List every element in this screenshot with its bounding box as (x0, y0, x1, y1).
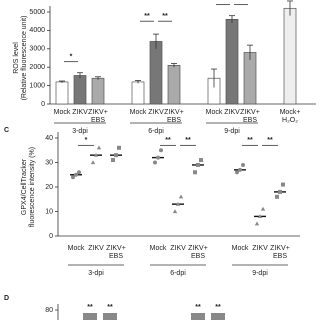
y-axis-title: (Relative fluorescence unit) (21, 16, 28, 101)
x-tick-label: Mock (54, 109, 71, 116)
point (93, 152, 99, 157)
bar-top (83, 313, 97, 320)
point (238, 167, 242, 172)
point (199, 158, 203, 163)
significance: ** (247, 137, 253, 144)
bar (73, 75, 87, 105)
y-tick-label: 5000 (29, 9, 45, 16)
significance: ** (107, 304, 113, 311)
point (175, 201, 181, 206)
y-axis-title: ROS level (13, 42, 20, 74)
bar (149, 41, 163, 105)
group-label: 6-dpi (148, 128, 164, 135)
y-axis-title: GPX4/CellTracker (21, 158, 28, 215)
bar (283, 7, 297, 105)
y-tick-label: 0 (49, 233, 53, 240)
point (257, 214, 263, 218)
x-tick-label: ZIKV+ EBS (164, 109, 184, 124)
significance: * (70, 54, 73, 61)
bar (243, 52, 257, 105)
point (111, 158, 115, 163)
point (193, 170, 197, 175)
point (172, 209, 178, 214)
group-label: 9-dpi (224, 128, 240, 135)
x-tick-label: ZIKV (88, 245, 104, 252)
point (178, 194, 184, 199)
x-tick-label: Mock (130, 109, 147, 116)
y-tick-label: 2000 (29, 64, 45, 71)
point (71, 175, 75, 180)
x-tick-label: ZIKV (252, 245, 268, 252)
significance: ** (87, 304, 93, 311)
x-tick-label: ZIKV (72, 109, 88, 116)
bar-top (103, 313, 117, 320)
y-tick-label: 10 (45, 208, 53, 215)
y-tick-label: 40 (45, 135, 53, 142)
y-axis-title: fluorescence intensity (%) (29, 147, 36, 227)
point (275, 194, 279, 199)
significance: ** (162, 13, 168, 20)
x-tick-label: ZIKV+ EBS (188, 245, 208, 260)
y-tick-label: 0 (41, 101, 45, 108)
x-tick-label: ZIKV (148, 109, 164, 116)
panel-label: C (4, 127, 9, 134)
y-tick-label: 1000 (29, 82, 45, 89)
x-tick-label: ZIKV (170, 245, 186, 252)
significance: ** (238, 0, 244, 3)
x-tick-label: Mock (232, 245, 249, 252)
point (241, 162, 245, 167)
significance: ** (144, 13, 150, 20)
point (156, 155, 160, 160)
significance: ** (165, 137, 171, 144)
group-label: 3-dpi (88, 270, 104, 277)
bar (55, 81, 69, 105)
x-tick-label: ZIKV (224, 109, 240, 116)
significance: ** (215, 304, 221, 311)
y-tick-label: 20 (45, 184, 53, 191)
point (281, 182, 285, 187)
significance: ** (195, 304, 201, 311)
panel-label: D (4, 295, 9, 302)
x-tick-label: ZIKV+ EBS (106, 245, 126, 260)
y-tick-label: 4000 (29, 27, 45, 34)
group-label: 9-dpi (252, 270, 268, 277)
point (235, 170, 239, 175)
point (74, 172, 78, 177)
y-tick-label: 80 (45, 307, 53, 314)
x-tick-label: Mock (68, 245, 85, 252)
bar (131, 81, 145, 105)
point (254, 221, 260, 226)
x-tick-label: Mock (150, 245, 167, 252)
bar (91, 77, 105, 105)
bar-top (211, 313, 225, 320)
x-tick-label: ZIKV+ EBS (270, 245, 290, 260)
point (114, 153, 118, 158)
point (196, 162, 200, 167)
x-tick-label: ZIKV+ EBS (88, 109, 108, 124)
group-label: 6-dpi (170, 270, 186, 277)
group-label: 3-dpi (72, 128, 88, 135)
point (278, 189, 282, 194)
bar (225, 19, 239, 105)
y-tick-label: 3000 (29, 46, 45, 53)
point (159, 148, 163, 153)
x-tick-label: ZIKV+ EBS (240, 109, 260, 124)
significance: ** (267, 137, 273, 144)
significance: ** (185, 137, 191, 144)
bar-top (191, 313, 205, 320)
x-tick-label: Mock+ H₂O₂ (280, 109, 301, 124)
point (96, 145, 102, 150)
point (90, 160, 96, 165)
bar (167, 65, 181, 105)
y-tick-label: 30 (45, 159, 53, 166)
point (153, 160, 157, 165)
significance: ** (220, 0, 226, 3)
point (260, 206, 266, 211)
significance: * (85, 137, 88, 144)
point (77, 170, 81, 175)
point (117, 145, 121, 150)
x-tick-label: Mock (206, 109, 223, 116)
